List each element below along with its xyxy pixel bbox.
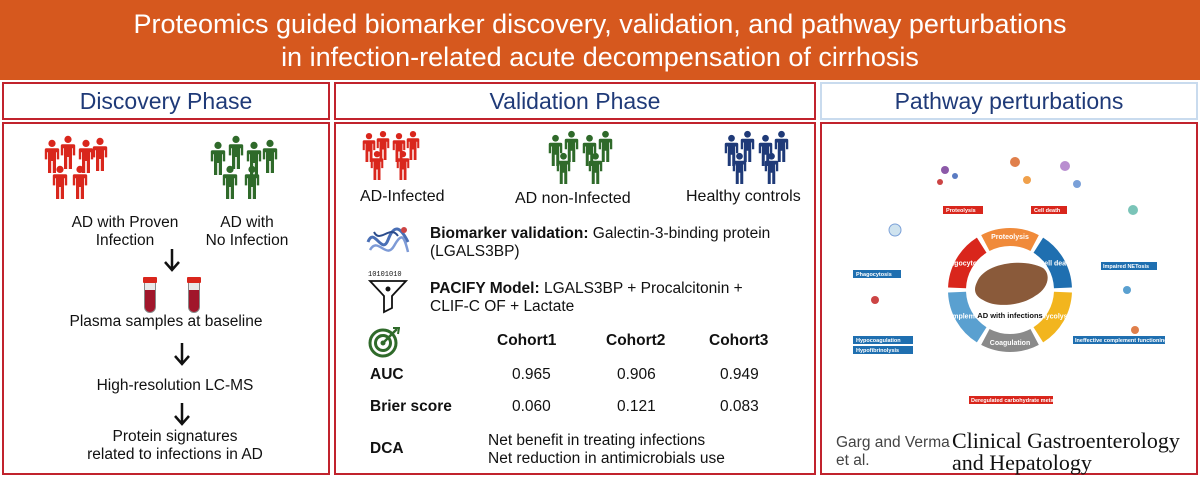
authors-line2: et al. (836, 452, 870, 469)
brier-cohort3: 0.083 (720, 398, 759, 415)
ring-segment-label: Coagulation (990, 340, 1030, 347)
pacify-model: PACIFY Model: LGALS3BP + Procalcitonin +… (430, 280, 810, 316)
row-label-dca: DCA (370, 440, 404, 457)
authors-line1: Garg and Verma (836, 434, 950, 451)
plasma-samples-label: Plasma samples at baseline (69, 313, 263, 330)
auc-cohort1: 0.965 (512, 366, 551, 383)
authors: Garg and Verma et al. (836, 434, 950, 470)
validation-panel (334, 122, 816, 475)
down-arrow-icon (164, 249, 180, 272)
group1-label: AD with Proven Infection (50, 214, 200, 250)
down-arrow-icon (174, 343, 190, 366)
liver-icon (975, 262, 1048, 305)
biomarker-validation: Biomarker validation: Galectin-3-binding… (430, 225, 810, 261)
discovery-header-box (2, 82, 330, 120)
journal-logo: Clinical Gastroenterology and Hepatology (952, 430, 1180, 474)
people-red-icon (44, 135, 108, 199)
down-arrow-icon (174, 403, 190, 426)
ring-segment-label: Phagocytosis (941, 261, 987, 268)
ring-segment (1033, 291, 1072, 343)
center-label: AD with infections (977, 311, 1042, 320)
blood-tube-icon (143, 277, 157, 313)
col-header-cohort2: Cohort2 (606, 332, 666, 349)
group-ad-infected: AD-Infected (360, 188, 445, 205)
col-header-cohort3: Cohort3 (709, 332, 769, 349)
dca-line2: Net reduction in antimicrobials use (488, 450, 725, 467)
box-cell-death-text: Cell death (1034, 208, 1061, 214)
svg-text:10101010: 10101010 (368, 271, 402, 279)
box-hypocoag-text: Hypocoagulation (856, 338, 901, 344)
ring-segment (948, 291, 987, 343)
group2-line1: AD with (220, 214, 274, 231)
box-netosis-text: Impaired NETosis (1103, 264, 1149, 270)
ring-segment-label: Proteolysis (991, 234, 1029, 241)
biomarker-text2: (LGALS3BP) (430, 243, 520, 260)
title-banner: Proteomics guided biomarker discovery, v… (0, 0, 1200, 80)
blood-tube-icon (187, 277, 201, 313)
pacify-label: PACIFY Model: (430, 280, 540, 297)
ring-segment-label: Cell death (1039, 261, 1072, 268)
protein-signatures-line1: Protein signatures (112, 428, 238, 445)
group1-line2: Infection (95, 232, 155, 249)
pathway-diagram: Proteolysis Cell death Phagocytosis Impa… (853, 157, 1168, 404)
auc-cohort2: 0.906 (617, 366, 656, 383)
validation-header-box (334, 82, 816, 120)
validation-heading: Validation Phase (489, 88, 661, 114)
pathway-header-box (820, 82, 1198, 120)
biomarker-text1: Galectin-3-binding protein (588, 225, 771, 242)
group2-label: AD with No Infection (192, 214, 302, 250)
ring-segment (1033, 237, 1072, 289)
box-carb-text: Deregulated carbohydrate metabolism (971, 398, 1071, 404)
people-green-icon (548, 130, 613, 184)
ring-segment (981, 328, 1039, 352)
microbe-icons (871, 157, 1139, 334)
lc-ms-label: High-resolution LC-MS (96, 377, 254, 394)
pacify-text2: CLIF-C OF + Lactate (430, 298, 575, 315)
group1-line1: AD with Proven (71, 214, 179, 231)
brier-cohort2: 0.121 (617, 398, 656, 415)
row-label-brier: Brier score (370, 398, 452, 415)
biomarker-label: Biomarker validation: (430, 225, 589, 242)
row-label-auc: AUC (370, 366, 404, 383)
brier-cohort1: 0.060 (512, 398, 551, 415)
box-phagocytosis-text: Phagocytosis (856, 272, 892, 278)
funnel-icon: 10101010 (367, 271, 409, 314)
pathway-heading: Pathway perturbations (894, 88, 1124, 114)
protein-structure-icon (366, 227, 410, 253)
box-complement-text: Ineffective complement functioning (1075, 338, 1168, 344)
journal-line1: Clinical Gastroenterology (952, 428, 1180, 453)
target-icon (368, 327, 400, 358)
box-proteolysis-text: Proteolysis (946, 208, 976, 214)
title-line-2: in infection-related acute decompensatio… (281, 42, 919, 72)
ring-segment (948, 237, 987, 289)
people-green-icon (210, 135, 278, 199)
box-hypofib-text: Hypofibrinolysis (856, 348, 899, 354)
ring-segment (981, 228, 1039, 252)
group2-line2: No Infection (205, 232, 289, 249)
ring-segment-label: Complement (943, 314, 986, 321)
protein-signatures-line2: related to infections in AD (87, 446, 263, 463)
group-ad-non-infected: AD non-Infected (515, 190, 631, 207)
people-blue-icon (724, 130, 789, 184)
title-line-1: Proteomics guided biomarker discovery, v… (133, 9, 1067, 39)
col-header-cohort1: Cohort1 (497, 332, 557, 349)
pathway-ring: Proteolysis Cell death Glycolysis Coagulati… (941, 228, 1074, 352)
people-red-icon (362, 130, 420, 180)
dca-line1: Net benefit in treating infections (488, 432, 706, 449)
dca-text: Net benefit in treating infections Net r… (488, 432, 725, 468)
pacify-text1: LGALS3BP + Procalcitonin + (539, 280, 743, 297)
ring-segment-label: Glycolysis (1038, 314, 1073, 321)
discovery-heading: Discovery Phase (79, 88, 253, 114)
group-healthy-controls: Healthy controls (686, 188, 801, 205)
journal-line2: and Hepatology (952, 450, 1092, 475)
auc-cohort3: 0.949 (720, 366, 759, 383)
protein-signatures-label: Protein signatures related to infections… (2, 428, 348, 464)
